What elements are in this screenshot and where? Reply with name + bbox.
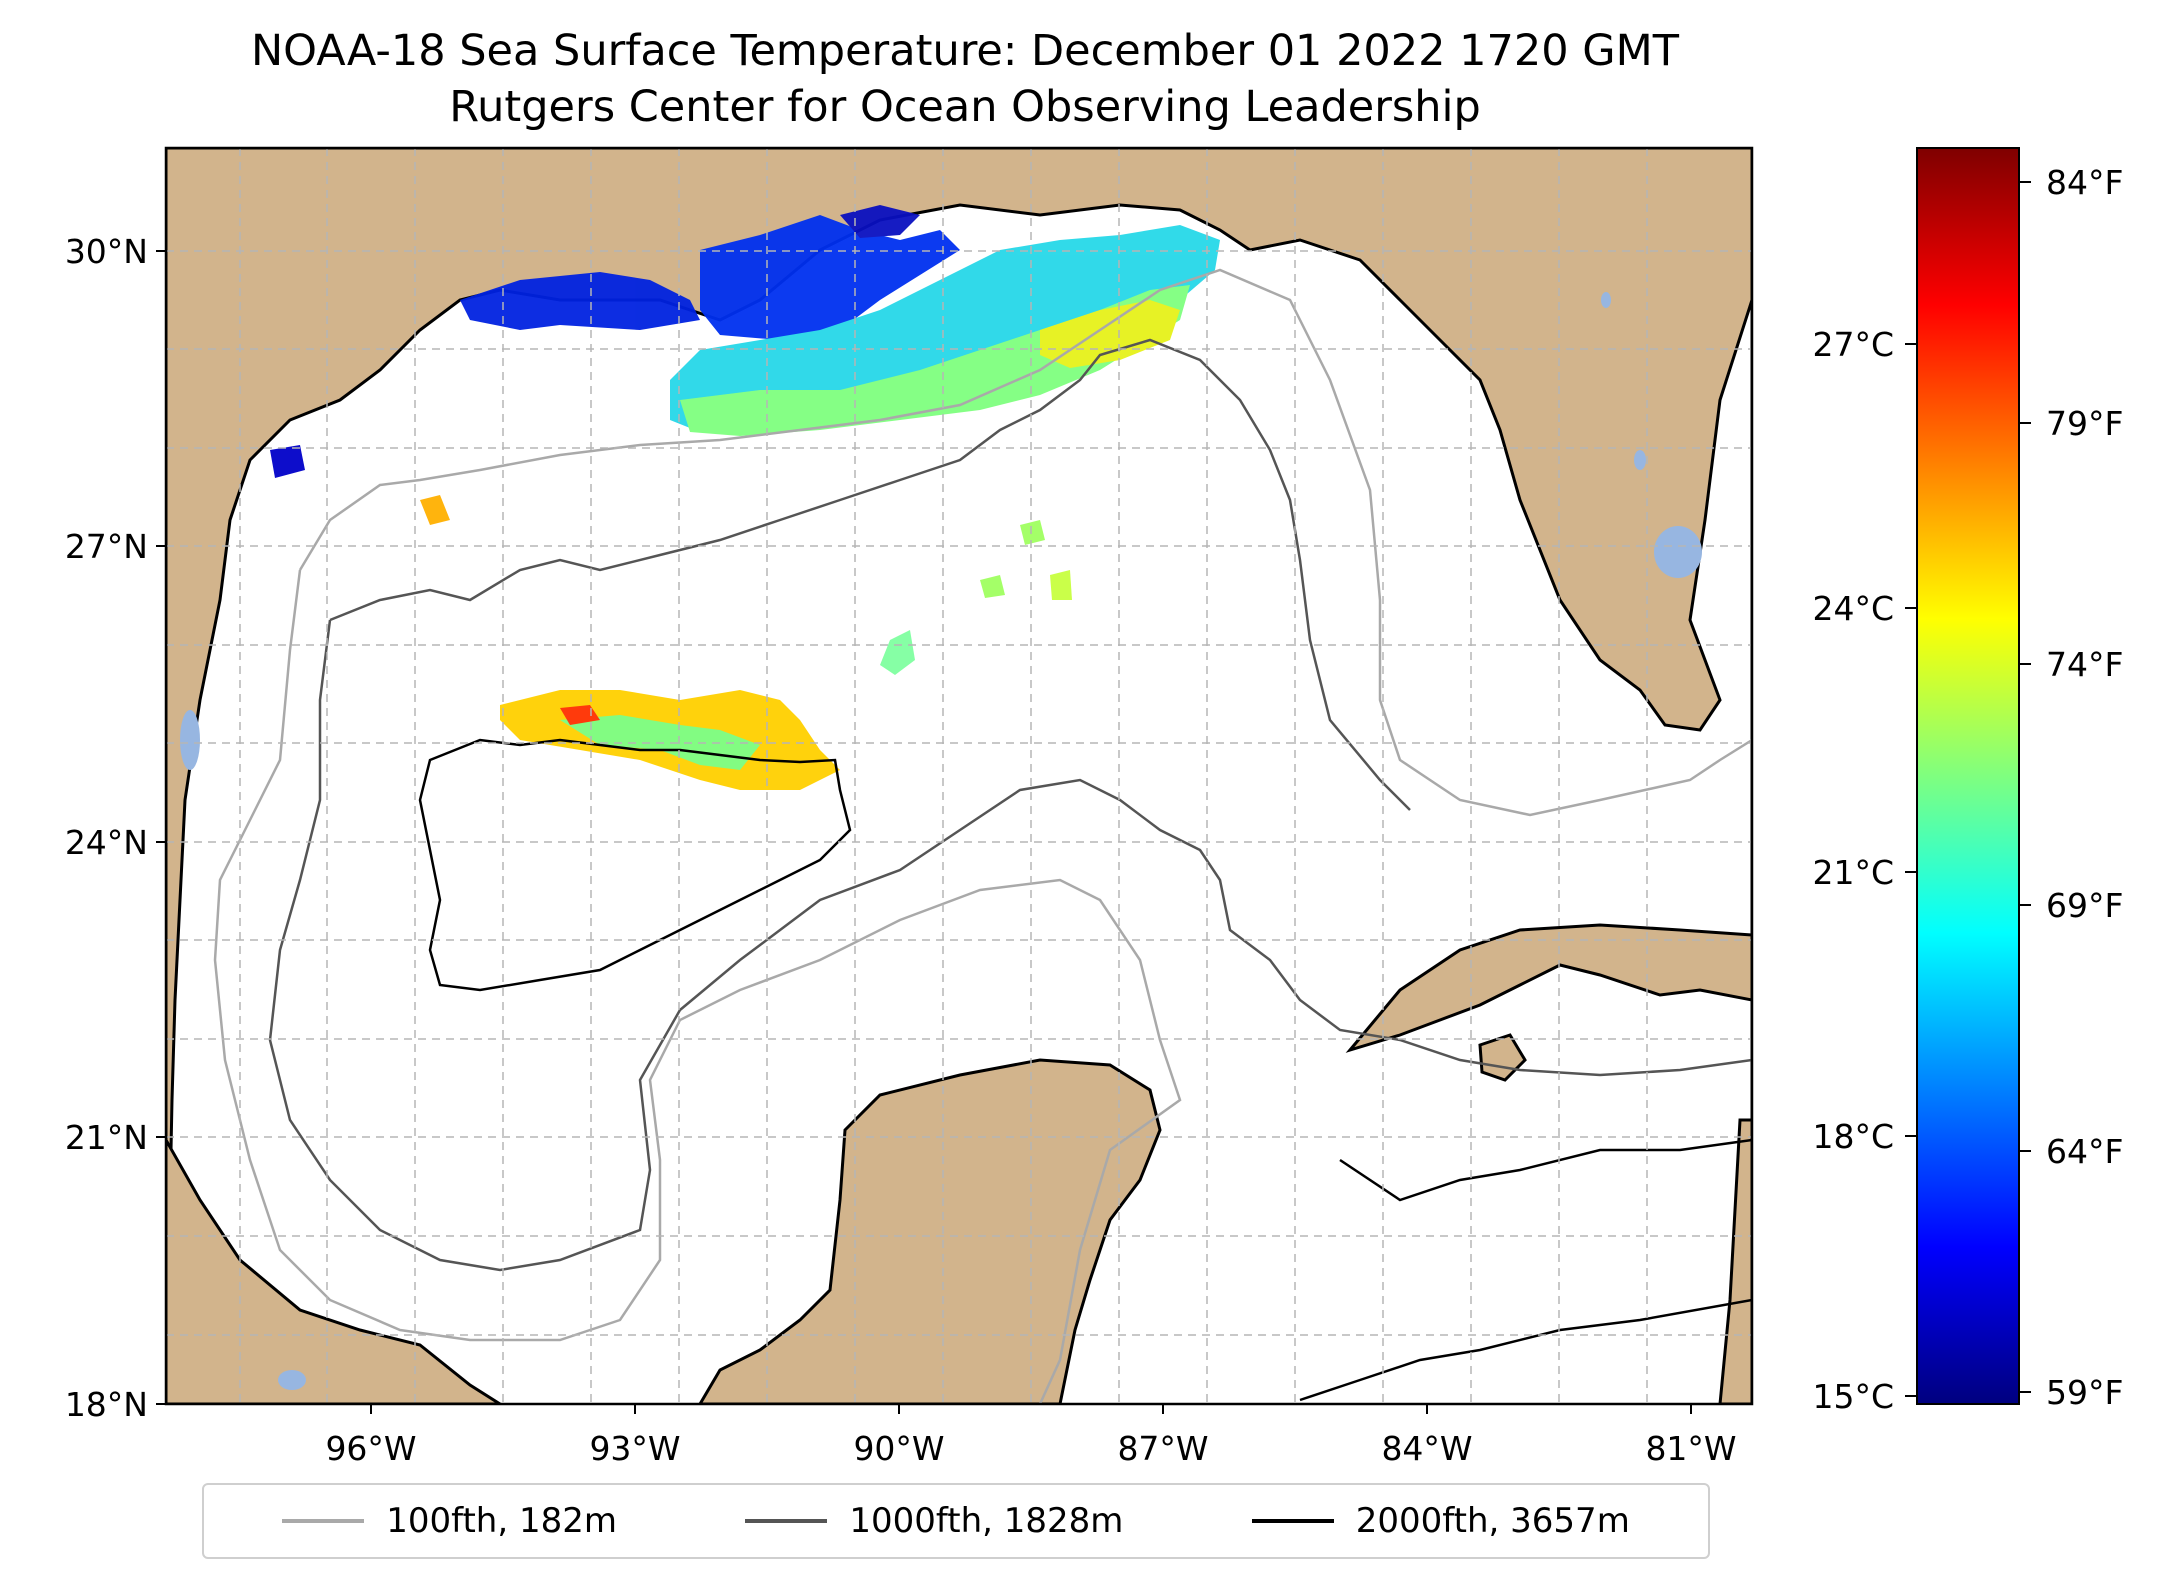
lat-label: 24°N	[65, 823, 148, 862]
lake-florida-1	[1634, 450, 1646, 470]
sst-louisiana-cyan	[670, 225, 1220, 432]
fahrenheit-label: 64°F	[2046, 1132, 2123, 1171]
legend-swatch	[745, 1519, 828, 1523]
isobath-2000fth	[418, 738, 1752, 1402]
lat-label: 30°N	[65, 232, 148, 271]
legend-item-100fth: 100fth, 182m	[282, 1501, 617, 1541]
isobath-legend: 100fth, 182m 1000fth, 1828m 2000fth, 365…	[202, 1483, 1710, 1559]
land-layer	[166, 148, 1752, 1404]
colorbar	[1916, 147, 2020, 1405]
sst-louisiana-dark	[700, 215, 960, 340]
mexico-mainland	[166, 1136, 503, 1404]
lake-laguna	[180, 710, 200, 770]
isobath-layer	[213, 268, 1752, 1404]
sst-patch-a	[420, 495, 450, 525]
celsius-ticks	[1905, 343, 1917, 1397]
fahrenheit-label: 59°F	[2046, 1373, 2123, 1412]
sst-patch-b	[1020, 520, 1045, 545]
sst-texas-coast	[460, 272, 700, 330]
legend-label: 1000fth, 1828m	[849, 1501, 1124, 1541]
lat-label: 21°N	[65, 1118, 148, 1157]
sst-alabama-blue	[840, 205, 920, 238]
legend-item-2000fth: 2000fth, 3657m	[1251, 1501, 1630, 1541]
celsius-label: 18°C	[1812, 1117, 1894, 1156]
celsius-label: 21°C	[1812, 853, 1894, 892]
sst-texas-lagoon	[270, 445, 305, 478]
fahrenheit-label: 74°F	[2046, 645, 2123, 684]
lon-label: 87°W	[1117, 1429, 1208, 1468]
lon-ticks	[370, 1404, 1692, 1414]
fahrenheit-label: 69°F	[2046, 886, 2123, 925]
lon-label: 93°W	[589, 1429, 680, 1468]
celsius-label: 15°C	[1812, 1377, 1894, 1416]
lake-okeechobee	[1654, 526, 1702, 578]
legend-swatch	[1251, 1519, 1334, 1523]
lon-label: 96°W	[325, 1429, 416, 1468]
sst-patch-e	[1050, 570, 1072, 600]
fahrenheit-ticks	[2019, 181, 2031, 1393]
graticule	[166, 148, 1752, 1404]
lake-mexico	[278, 1370, 306, 1390]
legend-label: 100fth, 182m	[386, 1501, 617, 1541]
sst-central-red	[560, 705, 600, 725]
sst-data-layer	[270, 205, 1220, 790]
isobath-100fth	[213, 268, 1752, 1404]
map-subtitle: Rutgers Center for Ocean Observing Leade…	[449, 82, 1481, 132]
map-title: NOAA-18 Sea Surface Temperature: Decembe…	[251, 26, 1679, 76]
lat-label: 27°N	[65, 527, 148, 566]
isobath-1000fth	[268, 338, 1752, 1272]
lat-label: 18°N	[65, 1385, 148, 1424]
celsius-label: 24°C	[1812, 589, 1894, 628]
lake-florida-2	[1601, 292, 1611, 308]
celsius-label: 27°C	[1812, 325, 1894, 364]
lakes-layer	[180, 292, 1702, 1390]
legend-swatch	[282, 1519, 365, 1523]
cuba-island	[1345, 923, 1752, 1053]
lon-label: 90°W	[853, 1429, 944, 1468]
lat-ticks	[156, 250, 166, 1405]
sst-patch-d	[980, 575, 1005, 598]
sst-shelf-yellow	[1040, 300, 1180, 368]
lon-label: 81°W	[1645, 1429, 1736, 1468]
lon-label: 84°W	[1381, 1429, 1472, 1468]
fahrenheit-label: 79°F	[2046, 404, 2123, 443]
map-frame	[164, 146, 1754, 1406]
yucatan-peninsula	[698, 1058, 1162, 1404]
sst-patch-c	[880, 630, 915, 675]
legend-label: 2000fth, 3657m	[1355, 1501, 1630, 1541]
legend-item-1000fth: 1000fth, 1828m	[745, 1501, 1123, 1541]
fahrenheit-label: 84°F	[2046, 163, 2123, 202]
